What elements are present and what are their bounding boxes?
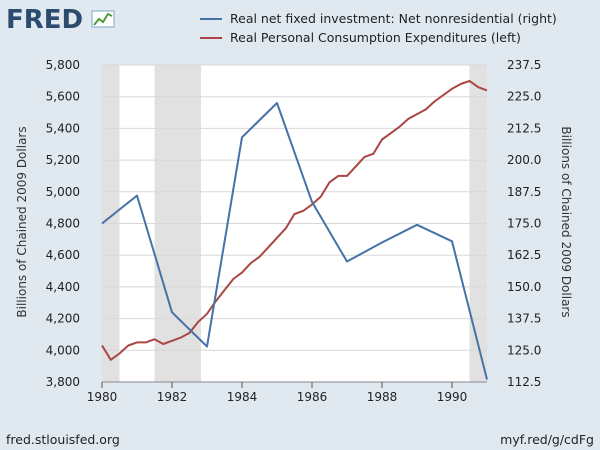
series-line-consumption xyxy=(101,79,488,361)
y-left-tick-label-0: 3,800 xyxy=(46,375,80,389)
y-left-tick-label-3: 4,400 xyxy=(46,280,80,294)
x-tick-label-4: 1988 xyxy=(367,390,398,404)
y-axis-left-title: Billions of Chained 2009 Dollars xyxy=(15,126,29,317)
y-axis-left: 3,800 4,000 4,200 4,400 4,600 4,800 5,000 5,200… xyxy=(46,58,80,389)
y-right-tick-label-9: 225.0 xyxy=(507,90,541,104)
y-right-tick-label-4: 162.5 xyxy=(507,248,541,262)
y-left-tick-label-6: 5,000 xyxy=(46,185,80,199)
y-right-tick-label-8: 212.5 xyxy=(507,121,541,135)
y-right-tick-label-3: 150.0 xyxy=(507,280,541,294)
y-right-tick-label-0: 112.5 xyxy=(507,375,541,389)
x-tick-label-3: 1986 xyxy=(297,390,328,404)
y-left-tick-label-4: 4,600 xyxy=(46,248,80,262)
y-left-tick-label-2: 4,200 xyxy=(46,312,80,326)
y-left-tick-label-5: 4,800 xyxy=(46,217,80,231)
series-lines xyxy=(101,79,488,380)
y-left-tick-label-1: 4,000 xyxy=(46,343,80,357)
legend-label-consumption: Real Personal Consumption Expenditures (… xyxy=(230,30,521,45)
y-left-tick-label-8: 5,400 xyxy=(46,121,80,135)
y-axis-right-title: Billions of Chained 2009 Dollars xyxy=(559,126,573,317)
y-right-tick-label-10: 237.5 xyxy=(507,58,541,72)
footer-source-link[interactable]: fred.stlouisfed.org xyxy=(6,432,120,447)
gridlines xyxy=(102,64,487,383)
y-right-tick-label-1: 125.0 xyxy=(507,343,541,357)
y-left-tick-label-9: 5,600 xyxy=(46,90,80,104)
y-left-tick-label-10: 5,800 xyxy=(46,58,80,72)
fred-logo[interactable]: FRED xyxy=(6,5,115,35)
x-tick-label-0: 1980 xyxy=(87,390,118,404)
y-right-tick-label-5: 175.0 xyxy=(507,217,541,231)
fred-logo-text: FRED xyxy=(6,5,83,35)
x-tick-label-1: 1982 xyxy=(157,390,188,404)
series-line-investment xyxy=(101,102,488,380)
x-axis: 1980 1982 1984 1986 1988 1990 xyxy=(87,382,468,404)
legend: Real net fixed investment: Net nonreside… xyxy=(200,11,557,45)
y-right-tick-label-2: 137.5 xyxy=(507,312,541,326)
y-left-tick-label-7: 5,200 xyxy=(46,153,80,167)
footer-short-link[interactable]: myf.red/g/cdFg xyxy=(500,432,594,447)
legend-label-investment: Real net fixed investment: Net nonreside… xyxy=(230,11,557,26)
x-tick-label-5: 1990 xyxy=(437,390,468,404)
y-axis-right: 112.5 125.0 137.5 150.0 162.5 175.0 187.5 200.0… xyxy=(507,58,541,389)
y-right-tick-label-6: 187.5 xyxy=(507,185,541,199)
y-right-tick-label-7: 200.0 xyxy=(507,153,541,167)
x-tick-label-2: 1984 xyxy=(227,390,258,404)
fred-logo-chart-icon xyxy=(91,10,115,28)
